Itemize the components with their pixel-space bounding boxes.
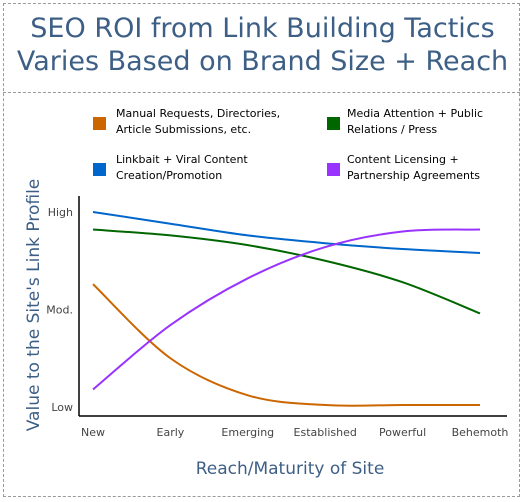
series-line-licensing — [92, 228, 481, 391]
x-tick-label: New — [81, 426, 105, 439]
legend-swatch-linkbait — [93, 163, 106, 176]
title-divider — [3, 92, 520, 93]
chart-title-line-1: SEO ROI from Link Building Tactics — [30, 13, 495, 44]
x-tick-label: Emerging — [221, 426, 274, 439]
chart-title: SEO ROI from Link Building Tactics Varie… — [0, 12, 525, 78]
legend-label-manual: Manual Requests, Directories, Article Su… — [116, 107, 281, 136]
legend-swatch-manual — [93, 117, 106, 130]
y-tick-label: Low — [51, 401, 73, 414]
legend-label-media: Media Attention + Public Relations / Pre… — [347, 107, 484, 136]
series-line-media — [92, 228, 481, 315]
series-line-linkbait — [92, 211, 481, 254]
legend-swatch-media — [327, 117, 340, 130]
y-axis-title: Value to the Site's Link Profile — [24, 179, 44, 432]
x-tick-label: Powerful — [379, 426, 426, 439]
legend-label-linkbait: Linkbait + Viral Content Creation/Promot… — [116, 153, 248, 182]
tick-labels: New Early Emerging Established Powerful Behem… — [24, 179, 508, 479]
y-tick-label: High — [48, 206, 73, 219]
x-tick-label: Early — [157, 426, 185, 439]
y-tick-label: Mod. — [46, 304, 73, 317]
x-tick-label: Established — [294, 426, 357, 439]
x-tick-label: Behemoth — [452, 426, 509, 439]
x-axis-title: Reach/Maturity of Site — [196, 459, 385, 479]
chart-title-line-2: Varies Based on Brand Size + Reach — [16, 46, 509, 77]
chart-axes — [78, 196, 507, 417]
legend-label-licensing: Content Licensing + Partnership Agreemen… — [347, 153, 481, 182]
series-line-manual — [92, 283, 480, 407]
legend-swatch-licensing — [327, 163, 340, 176]
series-layer — [92, 211, 481, 407]
